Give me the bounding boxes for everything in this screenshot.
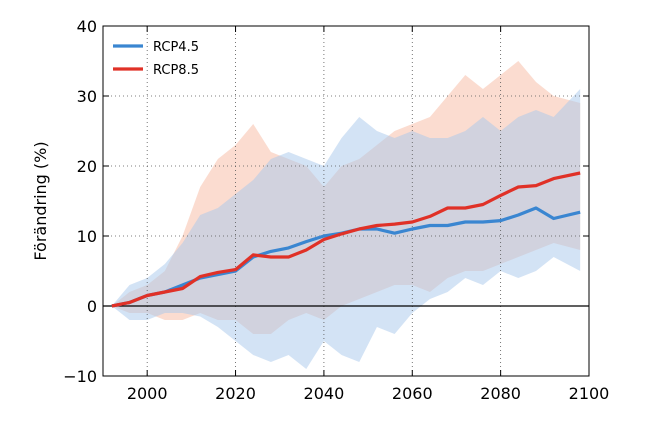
x-tick-label: 2060 (392, 384, 433, 403)
y-tick-label: 20 (77, 157, 97, 176)
legend-label-rcp45: RCP4.5 (153, 40, 199, 55)
x-tick-label: 2080 (480, 384, 521, 403)
x-tick-label: 2020 (215, 384, 256, 403)
axis-ticks (103, 25, 590, 377)
y-tick-label: 30 (77, 87, 97, 106)
y-tick-label: −10 (63, 367, 97, 386)
x-tick-label: 2040 (304, 384, 345, 403)
series-line-rcp85 (111, 171, 581, 308)
band-rcp45 (111, 89, 581, 369)
y-tick-label: 0 (87, 297, 97, 316)
x-tick-label: 2100 (569, 384, 610, 403)
y-tick-label: 40 (77, 17, 97, 36)
legend-label-rcp85: RCP8.5 (153, 63, 199, 78)
x-tick-labels: 2000 2020 2040 2060 2080 2100 (127, 384, 610, 403)
confidence-bands (111, 61, 581, 369)
plot-frame (102, 25, 590, 377)
y-axis-label: Förändring (%) (31, 141, 50, 260)
grid (103, 26, 589, 376)
y-tick-labels: −10 0 10 20 30 40 (63, 17, 97, 386)
legend: RCP4.5 RCP8.5 (113, 40, 199, 78)
x-tick-label: 2000 (127, 384, 168, 403)
y-tick-label: 10 (77, 227, 97, 246)
series-lines (111, 171, 581, 308)
